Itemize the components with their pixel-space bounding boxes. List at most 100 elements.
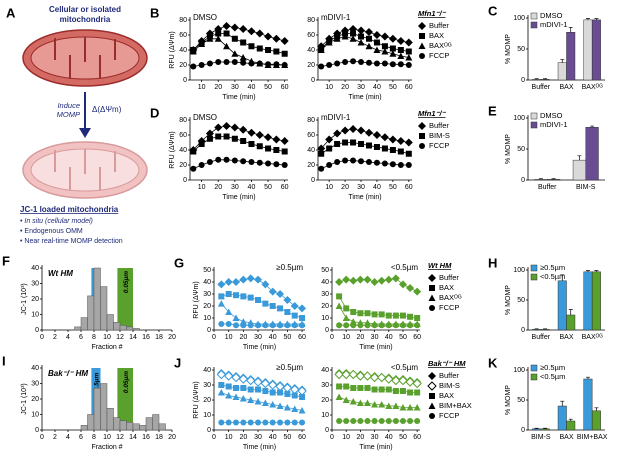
bar <box>583 271 593 331</box>
y-tick-label: 50 <box>517 297 525 304</box>
data-point <box>336 383 343 390</box>
y-tick-label: 60 <box>307 132 315 139</box>
data-point <box>381 48 389 55</box>
y-tick-label: 30 <box>203 291 211 298</box>
x-tick-label: 10 <box>325 184 333 191</box>
data-point <box>326 62 333 68</box>
y-tick-label: 30 <box>321 291 329 298</box>
data-point <box>247 294 254 301</box>
data-point <box>350 30 357 37</box>
arrow-head <box>79 128 91 138</box>
x-tick-label: 40 <box>248 84 256 91</box>
arrow-label: Induce <box>57 101 80 110</box>
x-tick-label: 10 <box>103 434 111 441</box>
data-point <box>246 274 255 283</box>
legend-marker <box>419 53 425 59</box>
legend-label: BAXᴼᴳ <box>439 293 462 302</box>
data-point <box>272 34 281 43</box>
data-point <box>247 27 256 36</box>
histogram-bar <box>100 383 108 431</box>
x-tick-label: 50 <box>399 434 407 441</box>
data-point <box>206 135 213 142</box>
x-axis-label: Time (min) <box>348 194 381 201</box>
data-point <box>261 399 269 406</box>
data-point <box>356 399 364 406</box>
data-point <box>380 133 389 142</box>
x-tick-label: 16 <box>142 434 150 441</box>
data-point <box>262 300 269 307</box>
data-point <box>357 310 364 317</box>
x-tick-label: 30 <box>231 84 239 91</box>
y-tick-label: 0 <box>311 177 315 184</box>
x-tick-label: 40 <box>385 434 393 441</box>
data-point <box>291 312 298 319</box>
x-axis-label: Fraction # <box>91 344 122 351</box>
data-point <box>264 133 273 142</box>
data-point <box>334 141 341 147</box>
y-tick-label: 40 <box>321 279 329 286</box>
data-point <box>231 372 241 383</box>
y-tick-label: 0 <box>521 327 525 334</box>
x-tick-label: 18 <box>155 434 163 441</box>
data-point <box>357 26 366 35</box>
bar <box>557 405 567 431</box>
data-point <box>248 43 255 50</box>
data-point <box>281 50 288 57</box>
data-point <box>385 322 392 329</box>
data-point <box>217 300 225 307</box>
cristae <box>54 149 116 190</box>
x-tick-label: BAXᴼᴳ <box>582 334 604 341</box>
data-point <box>317 46 325 53</box>
error-bar <box>577 155 582 161</box>
y-tick-label: 0 <box>325 327 329 334</box>
panel-letter: K <box>488 355 498 370</box>
x-tick-label: 30 <box>357 84 365 91</box>
data-point <box>373 46 381 53</box>
data-point <box>281 162 288 168</box>
legend-label: BAX <box>429 31 444 40</box>
panel-a: A Cellular or isolated mitochondria Indu… <box>6 5 148 245</box>
bar <box>534 179 548 181</box>
data-point <box>407 418 414 424</box>
legend-label: BIM-S <box>429 131 450 140</box>
legend-marker <box>429 413 435 419</box>
data-point <box>341 33 349 40</box>
data-point <box>350 385 357 391</box>
legend-label: FCCP <box>429 51 449 60</box>
y-tick-label: 40 <box>307 147 315 154</box>
panel-letter: H <box>488 255 497 270</box>
histogram-bar <box>139 425 147 431</box>
y-tick-label: 20 <box>307 162 315 169</box>
data-point <box>334 60 341 67</box>
data-point <box>277 305 284 312</box>
data-point <box>255 29 264 38</box>
panel-letter: G <box>174 255 184 270</box>
data-point <box>371 401 379 408</box>
diagram-subtitle: JC-1 loaded mitochondria <box>20 205 119 214</box>
data-point <box>318 165 325 172</box>
data-point <box>240 293 247 300</box>
legend-title: Mfn1⁻/⁻ <box>418 9 447 18</box>
data-point <box>333 35 341 42</box>
y-tick-label: 10 <box>321 315 329 322</box>
bar <box>591 19 601 81</box>
data-point <box>223 371 234 381</box>
legend-label: FCCP <box>429 141 449 150</box>
data-point <box>230 23 239 32</box>
histogram-bar <box>106 408 114 431</box>
data-point <box>348 369 358 380</box>
data-point <box>299 322 306 329</box>
data-point <box>362 371 373 381</box>
data-point <box>225 291 232 297</box>
legend-swatch <box>530 112 538 120</box>
data-point <box>217 280 226 289</box>
bar <box>591 271 601 331</box>
data-point <box>269 401 277 408</box>
data-point <box>413 287 422 296</box>
data-point <box>217 389 225 396</box>
x-tick-label: 0 <box>212 334 216 341</box>
x-tick-label: 14 <box>129 434 137 441</box>
data-point <box>284 391 291 397</box>
data-point <box>280 37 289 45</box>
x-tick-label: BIM-S <box>576 184 596 191</box>
